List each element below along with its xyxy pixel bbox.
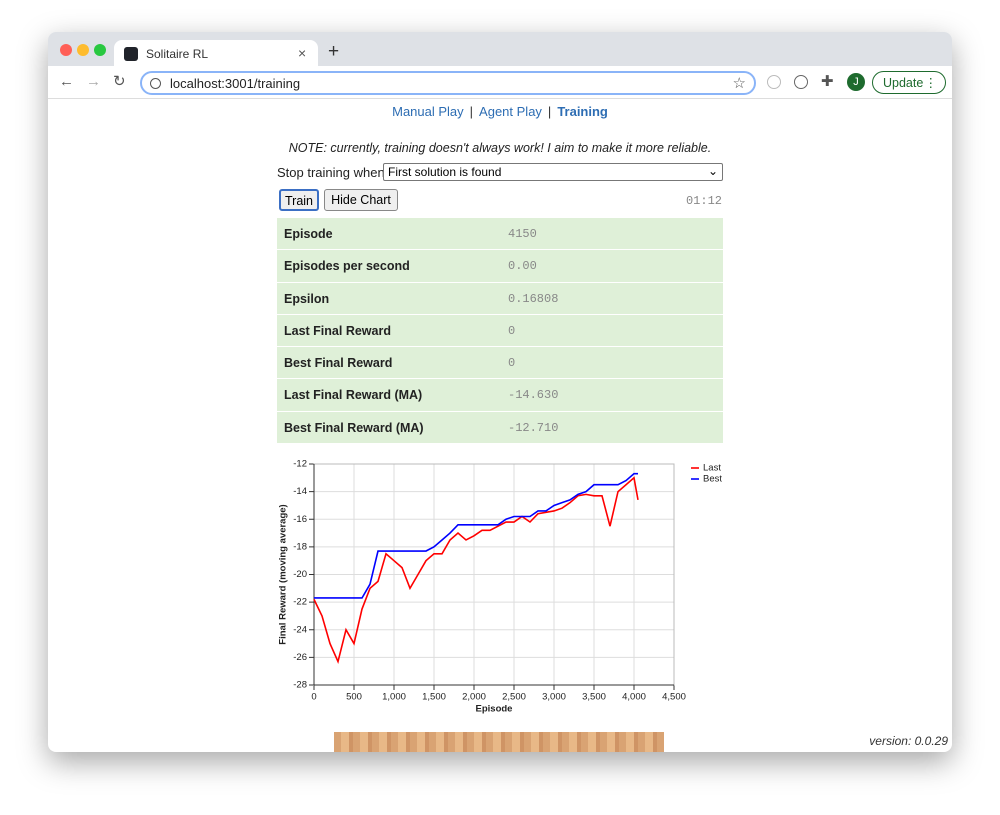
stat-label: Episode	[284, 227, 333, 241]
info-icon	[150, 78, 161, 89]
extension-icon[interactable]	[767, 75, 781, 89]
wood-background	[334, 732, 664, 752]
stat-label: Last Final Reward	[284, 323, 391, 338]
note: NOTE: currently, training doesn't always…	[288, 141, 712, 155]
table-row: Last Final Reward (MA) -14.630	[277, 379, 723, 412]
x-tick-label: 4,500	[662, 692, 686, 703]
stop-select[interactable]: First solution is found ⌄	[383, 163, 723, 181]
stat-value: 0	[508, 323, 516, 338]
hide-chart-button[interactable]: Hide Chart	[324, 189, 398, 211]
stop-label: Stop training when:	[277, 165, 389, 180]
version: version: 0.0.29	[869, 734, 948, 748]
stat-label: Epsilon	[284, 291, 330, 306]
nav-link[interactable]: Training	[557, 104, 608, 119]
y-tick-label: -18	[293, 541, 307, 552]
select-value: First solution is found	[388, 165, 502, 179]
table-row: Last Final Reward 0	[277, 315, 723, 348]
y-tick-label: -16	[293, 514, 307, 525]
browser-window: Solitaire RL × + ← → ↻ localhost:3001/tr…	[48, 32, 952, 752]
new-tab[interactable]: +	[328, 41, 340, 62]
legend-label: Last	[703, 463, 721, 474]
x-tick-label: 1,000	[382, 692, 406, 703]
y-tick-label: -26	[293, 652, 307, 663]
stat-value: 0	[508, 356, 516, 371]
legend-label: Best	[703, 474, 722, 485]
stat-label: Episodes per second	[284, 259, 410, 274]
y-tick-label: -24	[293, 624, 307, 635]
x-axis-label: Episode	[476, 704, 513, 715]
stat-label: Last Final Reward (MA)	[284, 388, 423, 403]
x-tick-label: 1,500	[422, 692, 446, 703]
table-row: Episode 4150	[277, 218, 723, 251]
table-row: Episodes per second 0.00	[277, 250, 723, 283]
tab[interactable]: Solitaire RL ×	[114, 40, 318, 68]
x-tick-label: 2,000	[462, 692, 486, 703]
x-tick-label: 3,500	[582, 692, 606, 703]
x-tick-label: 3,000	[542, 692, 566, 703]
table-row: Best Final Reward (MA) -12.710	[277, 412, 723, 445]
update-label: Update	[883, 76, 924, 90]
line-series	[314, 472, 638, 599]
y-tick-label: -22	[293, 597, 307, 608]
y-tick-label: -12	[293, 459, 307, 470]
bookmark-star[interactable]: ☆	[732, 75, 746, 92]
y-tick-label: -20	[293, 569, 307, 580]
y-tick-label: -28	[293, 680, 307, 691]
line-series	[313, 476, 639, 664]
x-tick-label: 2,500	[502, 692, 526, 703]
stat-label: Best Final Reward (MA)	[284, 420, 424, 435]
close-window[interactable]	[60, 44, 72, 56]
extension-icon[interactable]	[794, 75, 808, 89]
y-tick-label: -14	[293, 486, 307, 497]
address-bar[interactable]: localhost:3001/training ☆	[140, 71, 756, 95]
update-button[interactable]: Update ⋮	[872, 71, 946, 94]
back-button[interactable]: ←	[59, 73, 74, 90]
favicon	[124, 47, 138, 61]
chart: -28 -26 -24 -22 -20 -18 -16 -14 -12 0 500 1,000 1,50…	[278, 459, 723, 715]
tab-close[interactable]: ×	[298, 45, 307, 61]
x-tick-label: 0	[311, 692, 316, 703]
timer: 01:12	[685, 194, 722, 208]
stats-table: Episode 4150 Episodes per second 0.00 Epsilo…	[277, 218, 723, 445]
stat-value: -12.710	[508, 420, 559, 435]
toolbar: ← → ↻ localhost:3001/training ☆ ✚ J Upda…	[48, 66, 952, 99]
maximize-window[interactable]	[94, 44, 106, 56]
reload-button[interactable]: ↻	[113, 73, 126, 90]
minimize-window[interactable]	[77, 44, 89, 56]
tab-bar: Solitaire RL × +	[48, 32, 952, 68]
stat-value: 0.16808	[508, 291, 559, 306]
stat-label: Best Final Reward	[284, 356, 393, 371]
separator: |	[547, 104, 552, 119]
stat-value: 0.00	[508, 259, 537, 274]
separator: |	[469, 104, 474, 119]
profile-avatar[interactable]: J	[847, 73, 865, 91]
table-row: Best Final Reward 0	[277, 347, 723, 380]
x-tick-label: 500	[346, 692, 362, 703]
nav-link[interactable]: Manual Play	[392, 104, 464, 119]
tab-title: Solitaire RL	[146, 47, 209, 61]
y-axis-label: Final Reward (moving average)	[278, 504, 289, 644]
stat-value: 4150	[508, 227, 537, 241]
forward-button[interactable]: →	[86, 73, 101, 90]
nav-link[interactable]: Agent Play	[479, 104, 542, 119]
x-tick-label: 4,000	[622, 692, 646, 703]
stat-value: -14.630	[508, 388, 559, 403]
url: localhost:3001/training	[170, 76, 301, 91]
table-row: Epsilon 0.16808	[277, 283, 723, 315]
nav: Manual Play | Agent Play | Training	[48, 104, 952, 119]
extensions-button[interactable]: ✚	[821, 73, 834, 90]
train-button[interactable]: Train	[279, 189, 319, 211]
